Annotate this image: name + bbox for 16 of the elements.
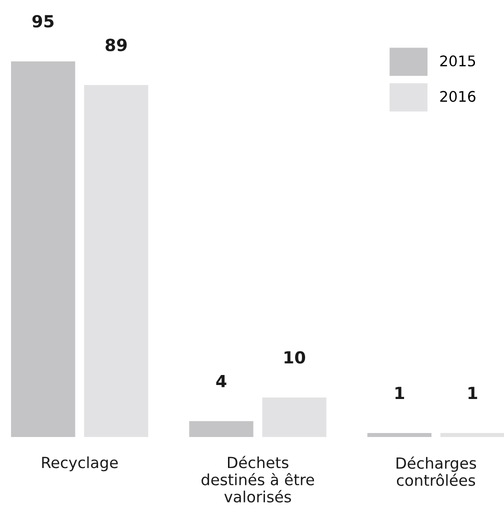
data-label: 1 (468, 386, 478, 400)
x-tick-label: Déchets destinés à être valorisés (202, 456, 314, 502)
bar (367, 433, 432, 437)
data-label: 89 (106, 38, 127, 52)
bar (11, 61, 76, 437)
x-tick-label: Décharges contrôlées (396, 456, 476, 486)
data-label: 1 (396, 386, 404, 400)
bar (84, 85, 148, 437)
legend-label: 2015 (440, 55, 476, 66)
bar (189, 421, 254, 437)
bar (262, 397, 326, 437)
legend-label: 2016 (440, 90, 476, 102)
x-tick-label: Recyclage (42, 456, 118, 472)
data-label: 10 (284, 351, 306, 364)
data-label: 95 (32, 14, 54, 28)
data-label: 4 (216, 375, 226, 388)
